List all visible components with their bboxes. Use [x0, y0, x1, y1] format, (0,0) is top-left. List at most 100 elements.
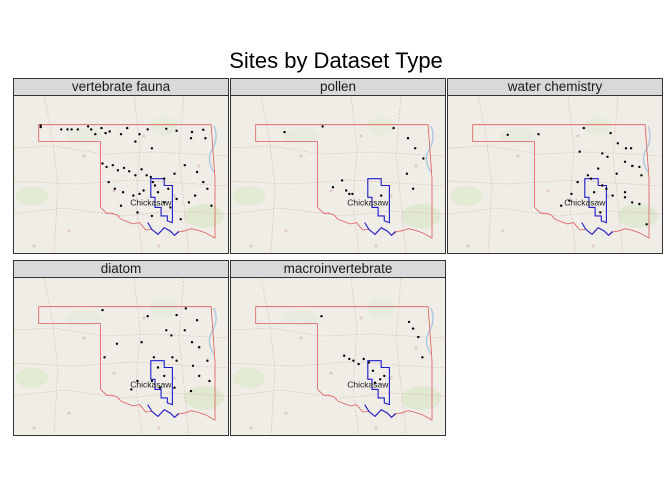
town-marker: [82, 336, 86, 340]
site-point: [39, 125, 42, 129]
site-point: [283, 130, 286, 134]
site-point: [193, 194, 197, 197]
road-line: [231, 145, 445, 157]
terrain-patch: [367, 299, 395, 317]
site-point: [506, 133, 509, 136]
map-canvas: Chickasaw: [231, 278, 445, 435]
site-point: [638, 165, 641, 169]
site-point: [421, 356, 424, 359]
basemap-background: [14, 96, 228, 253]
town-marker: [82, 154, 86, 158]
site-point: [631, 201, 634, 204]
site-point: [111, 164, 115, 167]
town-marker: [197, 164, 201, 168]
site-point: [134, 174, 137, 177]
terrain-patch: [283, 128, 319, 144]
terrain-patch: [584, 117, 612, 135]
site-point: [599, 211, 602, 214]
town-marker: [516, 154, 520, 158]
nation-label: Chickasaw: [130, 380, 172, 390]
site-point: [560, 204, 563, 207]
town-marker: [374, 426, 378, 430]
terrain-patch: [66, 128, 102, 144]
site-point: [116, 169, 120, 172]
site-point: [94, 133, 97, 136]
site-point: [190, 130, 194, 134]
site-point: [66, 128, 69, 131]
site-point: [362, 357, 365, 361]
nation-label: Chickasaw: [130, 198, 172, 208]
site-point: [611, 194, 614, 197]
town-marker: [157, 244, 161, 248]
site-point: [578, 150, 581, 153]
road-line: [178, 278, 190, 435]
site-point: [153, 184, 157, 187]
site-point: [351, 192, 354, 196]
map-canvas: Chickasaw: [231, 96, 445, 253]
town-marker: [142, 134, 146, 138]
site-point: [134, 140, 137, 143]
site-point: [568, 199, 571, 202]
site-point: [606, 155, 609, 158]
river-line: [208, 307, 217, 355]
site-point: [149, 175, 152, 179]
site-point: [146, 128, 149, 131]
basemap-background: [14, 278, 228, 435]
site-point: [195, 319, 199, 322]
town-marker: [157, 426, 161, 430]
road-line: [178, 96, 190, 253]
terrain-patch: [16, 368, 48, 388]
site-point: [202, 128, 205, 131]
site-point: [605, 187, 608, 190]
terrain-patch: [184, 204, 224, 228]
site-point: [597, 167, 600, 170]
site-point: [150, 214, 154, 218]
town-marker: [299, 154, 303, 158]
figure-title: Sites by Dataset Type: [229, 48, 443, 73]
site-point: [331, 186, 335, 189]
site-point: [411, 327, 415, 330]
site-point: [156, 191, 160, 194]
site-point: [39, 124, 42, 127]
site-point: [208, 379, 211, 383]
terrain-patch: [16, 186, 48, 206]
map-panel: macroinvertebrate Chickasaw: [230, 260, 446, 436]
map-panel: vertebrate fauna Chickasaw: [13, 78, 229, 254]
town-marker: [112, 371, 116, 375]
basemap: Chickasaw: [231, 96, 445, 253]
site-point: [321, 125, 324, 128]
site-point: [320, 315, 323, 318]
terrain-patch: [401, 386, 441, 410]
town-marker: [359, 134, 363, 138]
nation-boundary: [367, 178, 390, 224]
terrain-patch: [150, 299, 178, 317]
town-marker: [329, 371, 333, 375]
terrain-patch: [450, 186, 482, 206]
site-point: [601, 152, 604, 155]
site-point: [405, 172, 409, 175]
site-point: [179, 218, 182, 221]
site-point: [175, 359, 178, 362]
site-point: [586, 174, 590, 177]
site-point: [119, 204, 123, 207]
terrain-patch: [500, 128, 536, 144]
road-line: [133, 96, 143, 253]
basemap-background: [448, 96, 662, 253]
site-point: [204, 137, 207, 140]
site-point: [189, 137, 193, 140]
town-marker: [249, 426, 253, 430]
river-line: [642, 125, 651, 173]
site-point: [104, 131, 107, 135]
site-point: [645, 223, 648, 226]
site-point: [616, 142, 619, 145]
site-point: [101, 162, 104, 165]
nation-boundary-river: [364, 404, 396, 419]
site-point: [210, 204, 213, 207]
site-point: [175, 129, 178, 132]
site-point: [184, 307, 187, 310]
basemap-background: [231, 96, 445, 253]
road-line: [395, 96, 407, 253]
site-point: [138, 192, 141, 196]
site-point: [422, 157, 425, 160]
site-point: [624, 147, 628, 150]
